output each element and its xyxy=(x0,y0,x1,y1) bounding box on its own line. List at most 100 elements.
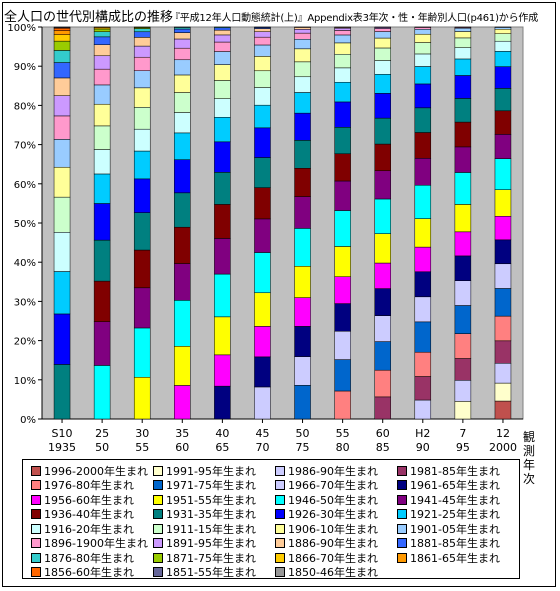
bar-segment xyxy=(454,75,472,99)
x-tick-label: 7 xyxy=(459,427,466,440)
legend-label: 1996-2000年生まれ xyxy=(44,464,148,478)
legend-swatch xyxy=(31,509,41,519)
bar-segment xyxy=(454,358,472,381)
bar-segment xyxy=(294,297,311,327)
legend-label: 1926-30年生まれ xyxy=(288,508,378,521)
bar-segment xyxy=(174,28,191,33)
bar-segment xyxy=(294,228,311,267)
x-tick-label: 90 xyxy=(416,441,430,454)
x-tick-label: 12 xyxy=(496,427,510,440)
bar-segment xyxy=(254,56,271,72)
bar-segment xyxy=(454,98,472,123)
bar-segment xyxy=(133,150,151,180)
bar-segment xyxy=(93,103,111,127)
legend-swatch xyxy=(397,509,407,519)
bar-segment xyxy=(174,385,191,420)
y-tick-label: 20% xyxy=(14,337,36,348)
bar-segment xyxy=(494,134,512,159)
bar-segment xyxy=(334,101,351,128)
bar-segment xyxy=(294,92,311,114)
bar-segment xyxy=(334,67,351,83)
bar-segment xyxy=(374,262,391,289)
legend-swatch xyxy=(153,465,163,476)
bar-segment xyxy=(214,29,231,36)
bar-segment xyxy=(294,196,311,229)
legend-label: 1936-40年生まれ xyxy=(44,508,134,521)
legend-swatch xyxy=(397,538,407,548)
bar-segment xyxy=(174,47,191,61)
legend-swatch xyxy=(153,509,163,519)
bar-segment xyxy=(334,127,351,155)
bar-segment xyxy=(454,172,472,205)
bar-segment xyxy=(454,27,472,32)
legend-item: 1886-90年生まれ xyxy=(275,536,378,551)
bar-segment xyxy=(254,326,271,358)
bar-segment xyxy=(374,93,391,119)
bar-segment xyxy=(93,239,111,282)
legend-swatch xyxy=(275,465,285,476)
bar-segment xyxy=(454,58,472,76)
legend-swatch xyxy=(31,465,41,476)
legend-item: 1871-75年生まれ xyxy=(153,550,256,565)
legend-label: 1931-35年生まれ xyxy=(166,508,256,521)
bar-segment xyxy=(454,305,472,334)
legend-label: 1921-25年生まれ xyxy=(410,508,500,521)
legend-label: 1991-95年生まれ xyxy=(166,464,256,478)
legend-item: 1961-65年生まれ xyxy=(397,478,500,493)
x-tick-label: 50 xyxy=(296,427,310,440)
y-tick-label: 70% xyxy=(14,141,36,152)
bar-segment xyxy=(294,48,311,63)
bar-segment xyxy=(374,28,391,32)
bar-segment xyxy=(294,385,311,420)
bar-segment xyxy=(374,170,391,200)
bar-segment xyxy=(93,203,111,241)
bar-segment xyxy=(414,184,432,219)
legend-label: 1861-65年生まれ xyxy=(410,551,500,565)
legend-item: 1876-80年生まれ xyxy=(31,550,134,565)
bar-segment xyxy=(214,80,231,99)
legend-swatch xyxy=(153,552,163,563)
bar-segment xyxy=(133,178,151,213)
legend-swatch xyxy=(397,494,407,505)
legend-item: 1901-05年生まれ xyxy=(397,521,500,536)
bar-segment xyxy=(334,246,351,277)
bar-segment xyxy=(494,27,512,30)
legend-item: 1986-90年生まれ xyxy=(275,463,378,478)
bar-segment xyxy=(494,382,512,402)
bar-segment xyxy=(53,115,71,140)
bar-segment xyxy=(414,321,432,353)
bar-segment xyxy=(374,143,391,172)
bar-segment xyxy=(93,55,111,70)
x-tick-label: 45 xyxy=(255,427,269,440)
bar-segment xyxy=(494,189,512,217)
bar-segment xyxy=(454,37,472,48)
bar-segment xyxy=(294,27,311,30)
legend-label: 1906-10年生まれ xyxy=(288,522,378,536)
legend-label: 1941-45年生まれ xyxy=(410,493,500,507)
bar-segment xyxy=(334,81,351,103)
x-tick-label: 65 xyxy=(215,441,229,454)
bar-segment xyxy=(174,192,191,228)
bar-segment xyxy=(414,132,432,159)
x-tick-label: 35 xyxy=(175,427,189,440)
bar-segment xyxy=(53,30,71,35)
bar-segment xyxy=(53,139,71,168)
bar-segment xyxy=(374,288,391,316)
legend-label: 1866-70年生まれ xyxy=(288,551,378,565)
bar-segment xyxy=(454,333,472,359)
bar-segment xyxy=(174,32,191,40)
bar-segment xyxy=(133,327,151,378)
y-tick-label: 30% xyxy=(14,297,36,308)
legend-label: 1891-95年生まれ xyxy=(166,537,256,550)
bar-segment xyxy=(374,315,391,342)
bar-segment xyxy=(53,166,71,198)
bar-segment xyxy=(454,280,472,306)
bar-segment xyxy=(374,369,391,398)
y-tick-label: 50% xyxy=(14,219,36,230)
y-tick-label: 100% xyxy=(7,23,36,34)
bar-segment xyxy=(454,255,472,281)
legend-item: 1851-55年生まれ xyxy=(153,565,256,580)
bar-segment xyxy=(174,300,191,347)
bar-segment xyxy=(133,45,151,58)
